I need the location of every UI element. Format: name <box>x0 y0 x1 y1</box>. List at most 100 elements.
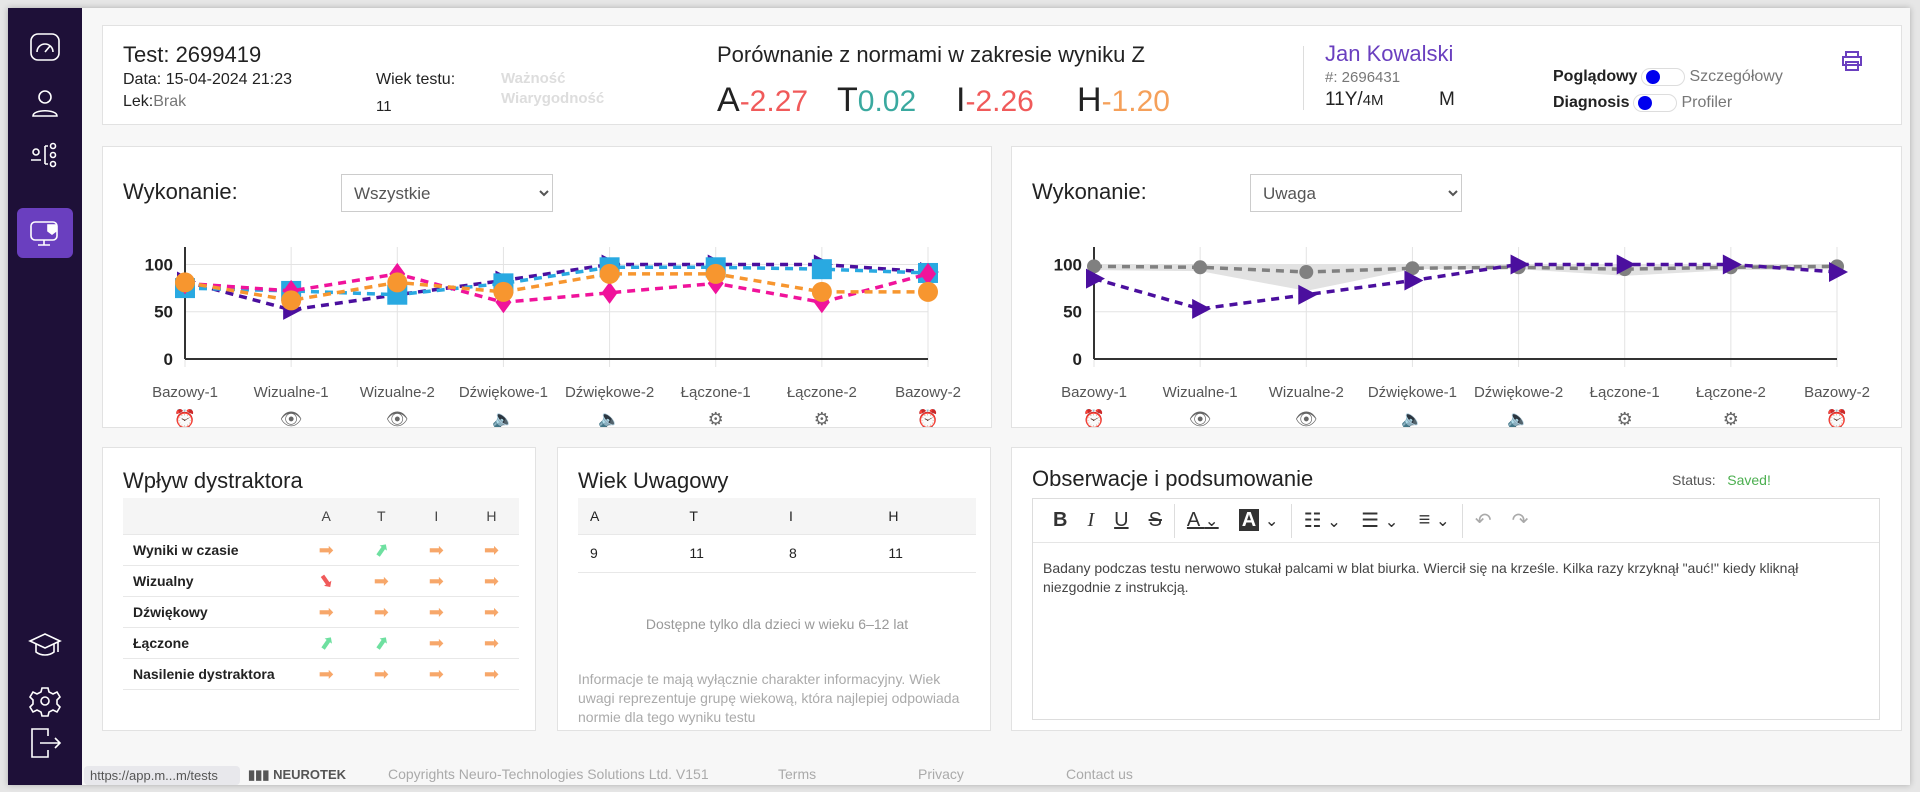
x-tick-label: Wizualne-1 <box>254 384 329 401</box>
nav-education[interactable] <box>22 622 68 668</box>
numbered-list-button[interactable]: ☰ ⌄ <box>1361 510 1399 532</box>
trend-flat-icon: ➡ <box>318 663 334 684</box>
data-point-norma <box>1299 265 1314 280</box>
x-tick-label: Bazowy-1 <box>1061 384 1127 401</box>
cell: 11 <box>677 534 778 573</box>
eye-icon: 👁 <box>1295 409 1318 427</box>
data-point-uwaga <box>1722 254 1742 275</box>
underline-button[interactable]: U <box>1114 509 1129 531</box>
trend-flat-icon: ➡ <box>373 570 389 591</box>
trend-up-icon: ➡ <box>368 537 394 562</box>
data-point-h <box>281 290 302 311</box>
z-score-h: H-1.20 <box>1077 80 1170 122</box>
attention-chart-panel: Wykonanie: Uwaga 0 50 100 Bazowy-1 ⏰ Wizualne… <box>1011 146 1902 428</box>
col-header: A <box>578 498 678 535</box>
row-label: Łączone <box>123 627 299 659</box>
print-icon[interactable] <box>1841 50 1863 72</box>
privacy-link[interactable]: Privacy <box>918 766 964 782</box>
panel-label: Wykonanie: <box>123 179 238 204</box>
trend-flat-icon: ➡ <box>428 539 444 560</box>
doctor-value: Brak <box>153 93 187 110</box>
age-label: Wiek testu: <box>376 71 456 88</box>
gauge-icon <box>30 33 60 61</box>
x-tick-label: Bazowy-1 <box>152 384 218 401</box>
data-point-i <box>920 262 936 285</box>
patient-sex: M <box>1439 89 1455 110</box>
nav-user-settings[interactable] <box>22 132 68 178</box>
align-button[interactable]: ≡ ⌄ <box>1418 509 1450 531</box>
distractor-panel: Wpływ dystraktora A T I H Wyniki w czasie ➡ ➡ ➡… <box>102 447 536 731</box>
reliability: Wiarygodność <box>501 90 605 107</box>
bullet-list-button[interactable]: ☷ ⌄ <box>1303 510 1342 532</box>
col-header: H <box>463 498 519 535</box>
nav-dashboard[interactable] <box>22 24 68 70</box>
status-url: https://app.m...m/tests <box>84 766 240 785</box>
mode-switch[interactable] <box>1633 93 1678 112</box>
neurotek-logo: ▮▮▮ NEUROTEK <box>248 767 347 782</box>
contact-link[interactable]: Contact us <box>1066 766 1133 782</box>
speaker-icon: 🔈 <box>1507 409 1529 427</box>
y-tick-label: 100 <box>1054 255 1082 274</box>
y-tick-label: 0 <box>164 350 173 369</box>
patient-name[interactable]: Jan Kowalski <box>1325 41 1454 66</box>
nav-users[interactable] <box>22 80 68 126</box>
performance-select[interactable]: Wszystkie <box>341 174 553 212</box>
data-point-h <box>705 263 726 284</box>
data-point-h <box>387 272 408 293</box>
score-value: 0.02 <box>857 85 917 118</box>
data-point-norma <box>1193 260 1208 275</box>
attention-select[interactable]: Uwaga <box>1250 174 1462 212</box>
y-tick-label: 100 <box>145 255 173 274</box>
nav-test-monitor[interactable] <box>17 208 73 258</box>
gears-icon: ⚙ <box>814 409 830 427</box>
panel-title: Wpływ dystraktora <box>123 468 303 493</box>
undo-button[interactable]: ↶ <box>1474 510 1492 532</box>
row-label: Nasilenie dystraktora <box>123 658 299 690</box>
trend-up-icon: ➡ <box>313 630 339 655</box>
score-value: -1.20 <box>1101 85 1170 118</box>
data-point-uwaga <box>1829 262 1848 283</box>
trend-flat-icon: ➡ <box>428 601 444 622</box>
z-score-i: I-2.26 <box>956 80 1034 122</box>
highlight-color-button[interactable]: A ⌄ <box>1231 509 1287 532</box>
divider <box>1173 503 1175 538</box>
nav-logout[interactable] <box>22 720 68 766</box>
text-color-button[interactable]: A ⌄ <box>1186 509 1219 531</box>
z-score-a: A-2.27 <box>717 80 808 122</box>
score-value: -2.26 <box>965 85 1034 118</box>
bold-button[interactable]: B <box>1053 509 1068 531</box>
data-point-uwaga <box>1404 270 1424 291</box>
performance-chart-panel: Wykonanie: Wszystkie 0 50 100 Bazowy-1 ⏰ Wizu… <box>102 146 992 428</box>
observations-text[interactable]: Badany podczas testu nerwowo stukał palc… <box>1043 560 1799 595</box>
status-value: Saved! <box>1727 472 1771 488</box>
data-point-h <box>918 281 938 302</box>
gears-icon: ⚙ <box>708 409 724 427</box>
y-tick-label: 0 <box>1073 350 1082 369</box>
trend-down-icon: ➡ <box>313 568 339 593</box>
nav-settings[interactable] <box>22 678 68 724</box>
trend-flat-icon: ➡ <box>428 663 444 684</box>
view-switch[interactable] <box>1641 67 1686 86</box>
col-header: I <box>408 498 464 535</box>
redo-button[interactable]: ↷ <box>1511 510 1529 532</box>
toggle-left-label: Poglądowy <box>1553 68 1638 85</box>
distractor-table: A T I H Wyniki w czasie ➡ ➡ ➡ ➡ Wizualny ➡ ➡ ➡ ➡ Dźwię… <box>123 498 519 690</box>
doctor: Lek:Brak <box>123 92 186 111</box>
data-point-h <box>493 281 514 302</box>
alarm-clock-icon: ⏰ <box>917 408 939 427</box>
alarm-clock-icon: ⏰ <box>1083 408 1105 427</box>
y-tick-label: 50 <box>1063 303 1082 322</box>
data-point-h <box>811 281 832 302</box>
eye-icon: 👁 <box>280 409 303 427</box>
trend-flat-icon: ➡ <box>428 570 444 591</box>
attention-chart: 0 50 100 Bazowy-1 ⏰ Wizualne-1 👁 Wizualne-2 👁 Dźw… <box>1054 247 1870 427</box>
terms-link[interactable]: Terms <box>778 766 817 782</box>
score-value: -2.27 <box>739 85 809 118</box>
trend-flat-icon: ➡ <box>373 663 389 684</box>
italic-button[interactable]: I <box>1087 509 1095 531</box>
strikethrough-button[interactable]: S <box>1148 509 1162 531</box>
score-letter: A <box>717 81 740 119</box>
divider <box>1303 46 1304 110</box>
gear-icon <box>28 687 62 717</box>
data-point-norma <box>1087 259 1101 274</box>
